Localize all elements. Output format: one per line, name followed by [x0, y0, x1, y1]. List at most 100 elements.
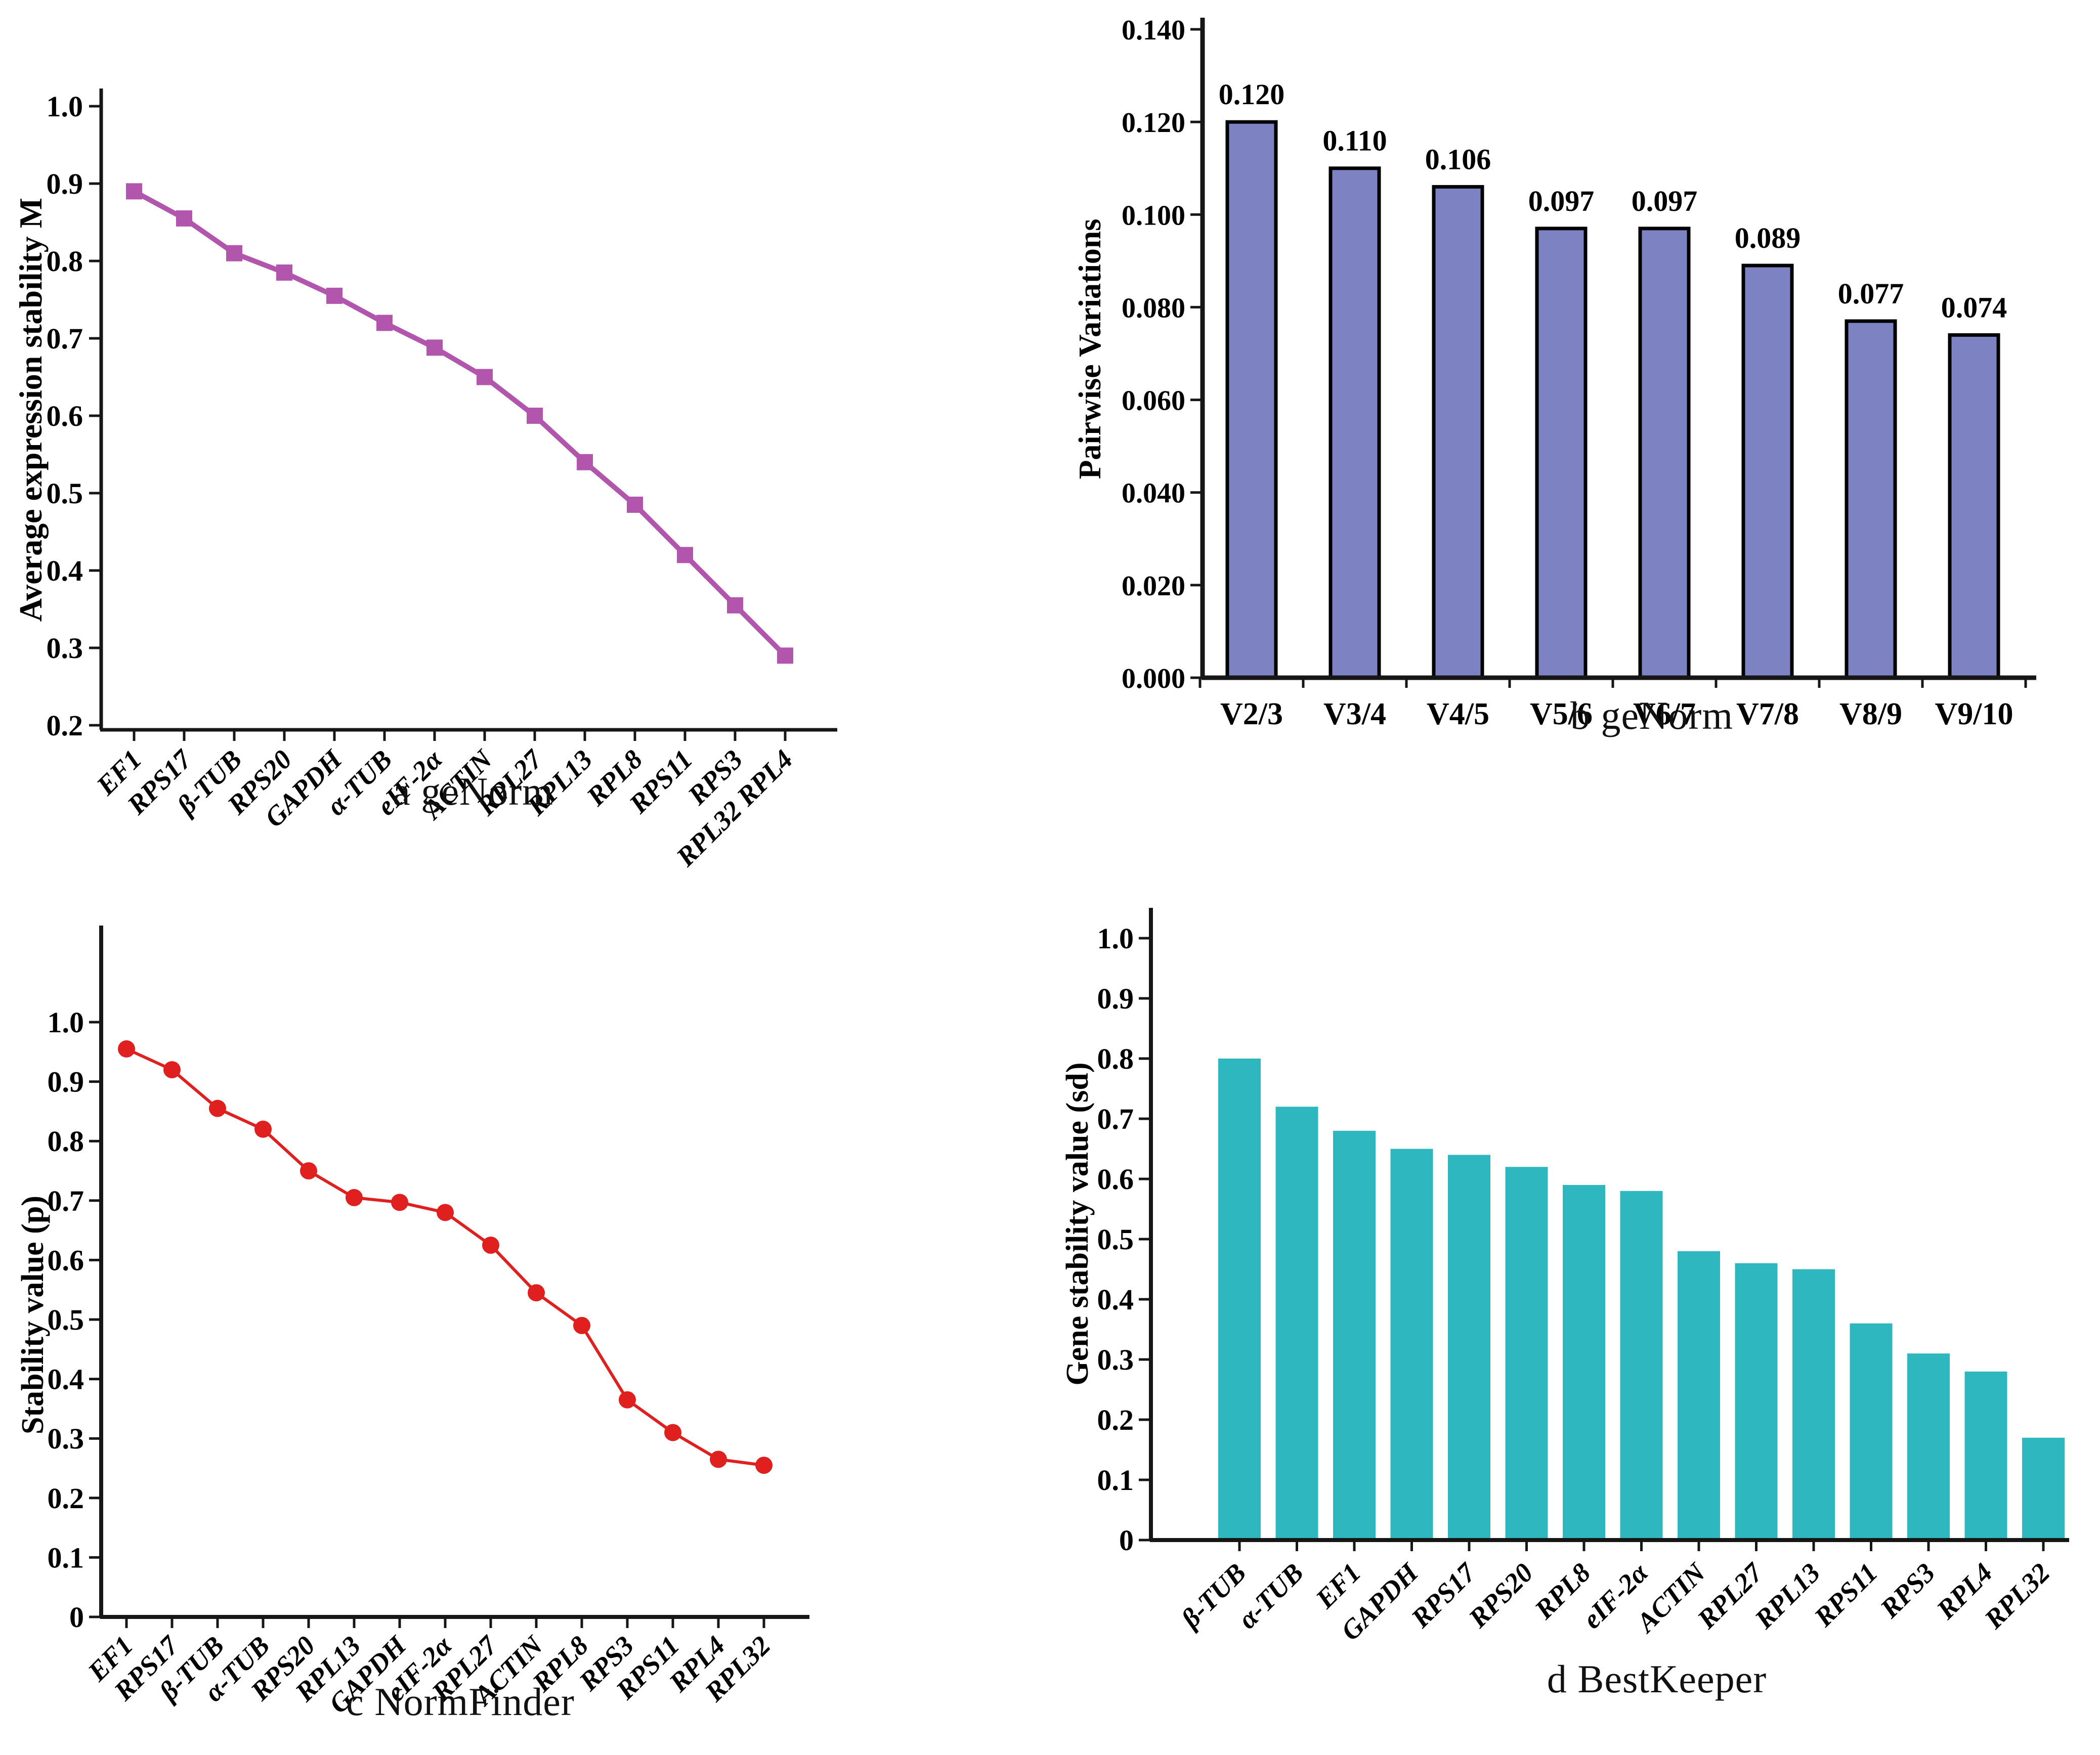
- panel-a-genorm-line: 0.2 0.3 0.4 0.5 0.6 0.7 0.8 0.9 1.0 EF1 RPS17 β-TUB…: [0, 0, 1050, 878]
- marker-ACTIN: [477, 369, 493, 385]
- marker-RPS3: [619, 1391, 636, 1409]
- y-tick-label: 1.0: [1097, 922, 1134, 955]
- marker-RPS20: [300, 1162, 317, 1179]
- x-category-label: RPS3: [1874, 1557, 1941, 1624]
- pairwise-variation-bar-chart: 0.000 0.020 0.040 0.060 0.080 0.100 0.120 0.140…: [1073, 15, 2036, 731]
- y-tick-label: 0.3: [47, 632, 83, 665]
- marker-α-TUB: [254, 1120, 272, 1138]
- genorm-m-line-chart: 0.20.30.40.50.60.70.80.91.0EF1RPS17β-TUB…: [13, 89, 837, 872]
- x-category-label: V5/6: [1530, 697, 1593, 731]
- marker-RPL13: [577, 454, 593, 470]
- panel-d-caption: d BestKeeper: [1547, 1657, 1767, 1701]
- y-tick-label: 0.6: [48, 1244, 84, 1277]
- y-tick-label: 0.3: [1097, 1343, 1134, 1376]
- y-tick-label: 0.040: [1122, 478, 1185, 509]
- marker-EF1: [118, 1040, 135, 1058]
- y-tick-label: 0.4: [1097, 1283, 1134, 1316]
- marker-RPS11: [677, 547, 693, 563]
- x-category-label: RPL27: [1691, 1557, 1770, 1635]
- y-tick-label: 0.6: [47, 400, 83, 432]
- x-category-label: α-TUB: [1232, 1557, 1309, 1635]
- panel-c-normfinder-line: 0 0.1 0.2 0.3 0.4 0.5 0.6 0.7 0.8 0.9 1.0 EF1 RPS17 β…: [0, 878, 1050, 1755]
- y-tick-label: 0.7: [47, 322, 83, 355]
- marker-β-TUB: [226, 245, 242, 261]
- marker-GAPDH: [326, 287, 342, 304]
- bar-RPS17: [1448, 1155, 1490, 1540]
- bar-RPL4: [1964, 1371, 2007, 1540]
- y-tick-label: 0.020: [1122, 571, 1185, 602]
- y-tick-label: 0.9: [1097, 982, 1134, 1015]
- bar-RPL27: [1735, 1263, 1778, 1540]
- y-tick-label: 0: [1119, 1524, 1134, 1557]
- bar-RPS11: [1850, 1323, 1893, 1540]
- y-tick-label: 0.8: [48, 1125, 84, 1158]
- marker-RPL8: [627, 496, 643, 513]
- bar-β-TUB: [1218, 1059, 1261, 1540]
- normfinder-stability-line-chart: 00.10.20.30.40.50.60.70.80.91.0EF1RPS17β…: [16, 926, 809, 1719]
- y-tick-label: 0.5: [1097, 1223, 1134, 1256]
- marker-RPL27: [527, 408, 543, 424]
- y-tick-label: 0.1: [48, 1541, 84, 1574]
- y-tick-label: 0: [69, 1601, 84, 1634]
- bar-V8/9: [1845, 319, 1897, 680]
- data-line: [132, 189, 788, 659]
- bar-value-label: 0.097: [1528, 185, 1595, 217]
- bar-value-label: 0.089: [1735, 222, 1801, 254]
- x-category-label: RPS20: [1463, 1557, 1539, 1634]
- x-category-label: RPL13: [1748, 1557, 1826, 1635]
- bar-value-label: 0.097: [1632, 185, 1698, 217]
- y-tick-label: 0.100: [1122, 200, 1185, 231]
- bar-value-label: 0.110: [1322, 124, 1387, 157]
- y-tick-label: 0.6: [1097, 1163, 1134, 1196]
- x-category-label: RPL32: [1978, 1557, 2055, 1635]
- x-category-label: RPS17: [1405, 1557, 1482, 1634]
- bestkeeper-stability-bar-chart: 0 0.1 0.2 0.3 0.4 0.5 0.6 0.7 0.8 0.9 1.0 β-TUBα-TU…: [1060, 908, 2069, 1646]
- y-axis-title: Stability value (p): [16, 1196, 50, 1434]
- y-axis-title: Gene stability value (sd): [1060, 1063, 1095, 1386]
- y-tick-label: 0.140: [1122, 15, 1185, 46]
- bar-V4/5: [1432, 185, 1484, 680]
- panel-d-bestkeeper-bars: 0 0.1 0.2 0.3 0.4 0.5 0.6 0.7 0.8 0.9 1.0 β-TUB α-TU…: [1050, 878, 2100, 1755]
- panel-b-genorm-bars: 0.000 0.020 0.040 0.060 0.080 0.100 0.120 0.140…: [1050, 0, 2100, 878]
- bar-ACTIN: [1678, 1251, 1720, 1540]
- x-category-label: β-TUB: [1175, 1557, 1252, 1634]
- bar-RPS20: [1505, 1167, 1548, 1540]
- marker-RPS20: [276, 264, 292, 281]
- marker-RPS11: [664, 1424, 681, 1441]
- y-tick-label: 0.5: [48, 1303, 84, 1336]
- y-tick-label: 0.7: [1097, 1103, 1134, 1135]
- x-category-label: V3/4: [1323, 697, 1386, 731]
- panel-c-caption: c NormFinder: [346, 1680, 575, 1724]
- marker-RPL4: [710, 1451, 727, 1468]
- x-category-label: V4/5: [1427, 697, 1489, 731]
- marker-RPL32 RPL4: [777, 647, 793, 664]
- x-category-label: V8/9: [1839, 697, 1902, 731]
- y-tick-label: 0.4: [47, 554, 83, 587]
- bar-value-label: 0.077: [1838, 277, 1904, 310]
- marker-ACTIN: [528, 1284, 545, 1302]
- bar-V9/10: [1948, 333, 2000, 680]
- y-tick-label: 0.9: [47, 167, 83, 200]
- y-axis-title: Pairwise Variations: [1073, 219, 1107, 479]
- panel-b-caption: b geNorm: [1570, 693, 1734, 737]
- y-tick-label: 0.9: [48, 1066, 84, 1099]
- marker-GAPDH: [391, 1194, 408, 1211]
- y-tick-label: 0.2: [47, 709, 83, 742]
- marker-RPS3: [727, 597, 743, 613]
- y-tick-label: 0.8: [47, 245, 83, 278]
- marker-EF1: [126, 183, 142, 200]
- bar-V7/8: [1741, 264, 1794, 680]
- marker-eIF-2α: [437, 1204, 454, 1221]
- y-tick-label: 0.120: [1122, 107, 1185, 139]
- x-category-label: V6/7: [1633, 697, 1696, 731]
- marker-RPL27: [482, 1237, 499, 1254]
- marker-RPS17: [163, 1061, 181, 1079]
- marker-eIF-2α: [426, 339, 443, 356]
- bar-V2/3: [1225, 120, 1278, 680]
- bar-RPL32: [2022, 1437, 2065, 1540]
- y-tick-label: 0.060: [1122, 385, 1185, 417]
- bar-GAPDH: [1390, 1149, 1433, 1540]
- marker-α-TUB: [376, 315, 393, 331]
- marker-RPL13: [346, 1189, 363, 1206]
- y-tick-label: 0.5: [47, 477, 83, 510]
